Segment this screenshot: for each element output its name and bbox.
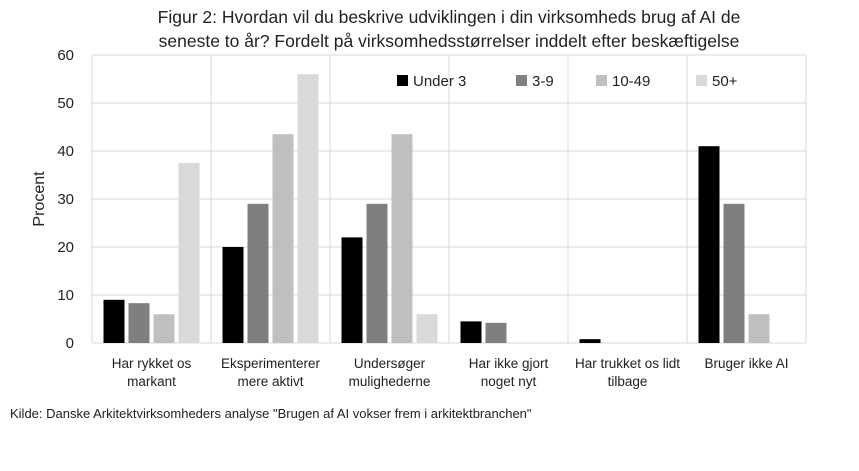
bars xyxy=(103,74,770,343)
y-tick-label: 50 xyxy=(57,95,74,112)
x-category-label: markant xyxy=(127,374,176,389)
bar-under-3-cat2 xyxy=(341,237,363,343)
x-category-label: Har rykket os xyxy=(112,356,192,371)
y-tick-label: 10 xyxy=(57,287,74,304)
y-axis-ticks: 0 10 20 30 40 50 60 xyxy=(57,47,74,352)
chart-title-line: seneste to år? Fordelt på virksomhedsstø… xyxy=(159,31,740,51)
legend-label: 50+ xyxy=(712,73,738,90)
bar-under-3-cat3 xyxy=(460,321,482,343)
source-note: Kilde: Danske Arkitektvirksomheders anal… xyxy=(10,406,532,421)
x-category-label: Eksperimenterer xyxy=(221,356,321,371)
legend-swatch xyxy=(696,75,707,86)
bar-10-49-cat0 xyxy=(153,314,175,343)
bar-under-3-cat5 xyxy=(698,146,720,343)
x-category-label: Har trukket os lidt xyxy=(575,356,680,371)
y-tick-label: 60 xyxy=(57,47,74,64)
y-tick-label: 0 xyxy=(66,335,74,352)
bar-under-3-cat0 xyxy=(103,299,125,343)
chart-title: Figur 2: Hvordan vil du beskrive udvikli… xyxy=(158,7,741,51)
legend: Under 3 3-9 10-49 50+ xyxy=(397,73,738,90)
x-category-label: noget nyt xyxy=(481,374,537,389)
bar-3-9-cat1 xyxy=(247,203,269,343)
x-category-label: tilbage xyxy=(608,374,648,389)
bar-10-49-cat2 xyxy=(391,134,413,343)
x-category-label: Undersøger xyxy=(354,356,426,371)
bar-50+-cat1 xyxy=(297,74,319,343)
bar-under-3-cat4 xyxy=(579,339,601,343)
y-tick-label: 20 xyxy=(57,239,74,256)
y-tick-label: 30 xyxy=(57,191,74,208)
bar-50+-cat2 xyxy=(416,314,438,343)
x-axis-categories: Har rykket os markant Eksperimenterer mere … xyxy=(112,356,789,389)
y-axis-label: Procent xyxy=(31,171,48,227)
bar-10-49-cat1 xyxy=(272,134,294,343)
gridlines xyxy=(91,54,807,344)
y-tick-label: 40 xyxy=(57,143,74,160)
chart-title-line: Figur 2: Hvordan vil du beskrive udvikli… xyxy=(158,7,741,27)
x-category-label: Har ikke gjort xyxy=(469,356,549,371)
bar-3-9-cat3 xyxy=(485,322,507,343)
bar-3-9-cat0 xyxy=(128,303,150,343)
legend-label: 3-9 xyxy=(532,73,554,90)
bar-3-9-cat2 xyxy=(366,203,388,343)
legend-swatch xyxy=(516,75,527,86)
bar-50+-cat0 xyxy=(178,163,200,343)
legend-swatch xyxy=(397,75,408,86)
bar-under-3-cat1 xyxy=(222,247,244,343)
x-category-label: mulighederne xyxy=(349,374,431,389)
bar-10-49-cat5 xyxy=(748,314,770,343)
legend-label: Under 3 xyxy=(413,73,466,90)
x-category-label: Bruger ikke AI xyxy=(704,356,788,371)
bar-3-9-cat5 xyxy=(723,203,745,343)
x-category-label: mere aktivt xyxy=(237,374,303,389)
legend-label: 10-49 xyxy=(612,73,650,90)
legend-swatch xyxy=(596,75,607,86)
